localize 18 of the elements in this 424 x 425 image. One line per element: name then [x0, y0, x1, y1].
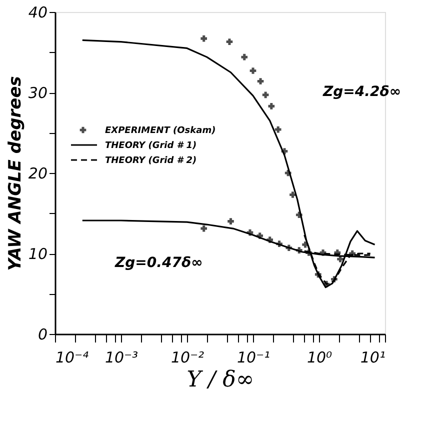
legend-label: THEORY (Grid # 1) — [105, 141, 197, 151]
y-tick-label: 10 — [28, 245, 48, 263]
y-tick-label: 40 — [28, 4, 48, 22]
x-axis-title: Y / δ∞ — [186, 368, 254, 392]
x-tick-label: 10⁻² — [170, 348, 204, 366]
x-tick-label: 10⁰ — [306, 348, 332, 366]
legend-label: THEORY (Grid # 2) — [105, 156, 197, 166]
x-tick-label: 10⁻⁴ — [56, 348, 89, 366]
annotation: Zg=4.2δ∞ — [322, 84, 401, 100]
legend-label: EXPERIMENT (Oskam) — [105, 126, 216, 136]
x-tick-label: 10⁻¹ — [236, 348, 270, 366]
y-tick-label: 0 — [38, 326, 48, 344]
x-tick-label: 10¹ — [360, 348, 386, 366]
y-tick-label: 30 — [28, 84, 48, 102]
y-tick-label: 20 — [28, 164, 48, 182]
annotation: Zg=0.47δ∞ — [114, 255, 203, 271]
y-axis-title: YAW ANGLE degrees — [5, 76, 26, 271]
x-tick-label: 10⁻³ — [104, 348, 138, 366]
